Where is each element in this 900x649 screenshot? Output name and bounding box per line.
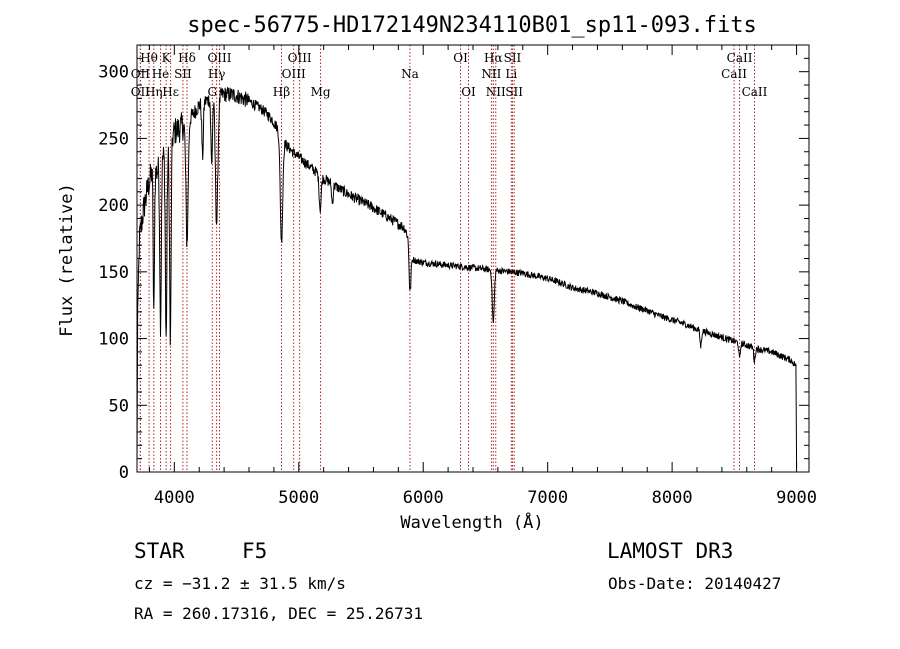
spectral-line-markers xyxy=(139,45,755,472)
line-label-11: G xyxy=(207,85,217,99)
line-label-25: CaII xyxy=(727,51,753,65)
x-axis-label: Wavelength (Å) xyxy=(400,511,543,533)
plot-frame xyxy=(136,44,810,473)
y-axis-ticks: 0 50 100 150 200 250 300 xyxy=(98,57,809,483)
y-tick-label-3: 150 xyxy=(98,263,129,283)
line-label-15: Mg xyxy=(311,85,331,99)
line-label-22: SII xyxy=(504,51,522,65)
y-axis-label: Flux (relative) xyxy=(57,183,77,337)
line-label-0: Hθ xyxy=(140,51,158,65)
y-tick-label-6: 300 xyxy=(98,63,129,83)
y-tick-label-4: 200 xyxy=(98,196,129,216)
line-label-9: OIII xyxy=(207,51,231,65)
line-label-20: NII xyxy=(481,67,501,81)
line-label-16: Na xyxy=(401,67,419,81)
line-label-26: CaII xyxy=(721,67,747,81)
line-label-18: OI xyxy=(461,85,476,99)
object-subclass: F5 xyxy=(242,539,268,563)
object-class: STAR xyxy=(134,539,185,563)
survey-name: LAMOST DR3 xyxy=(607,539,734,563)
line-label-2: OII xyxy=(131,85,151,99)
line-label-3: K xyxy=(162,51,172,65)
line-label-5: Hη xyxy=(145,85,163,99)
chart-title: spec-56775-HD172149N234110B01_sp11-093.f… xyxy=(187,13,757,38)
line-label-19: Hα xyxy=(484,51,503,65)
x-tick-label-2: 6000 xyxy=(403,488,444,508)
y-tick-label-5: 250 xyxy=(98,129,129,149)
coordinates: RA = 260.17316, DEC = 25.26731 xyxy=(134,604,423,623)
x-tick-label-5: 9000 xyxy=(776,488,817,508)
redshift-velocity: cz = −31.2 ± 31.5 km/s xyxy=(134,574,346,593)
line-label-7: SII xyxy=(174,67,192,81)
line-label-21: NII xyxy=(486,85,506,99)
line-label-27: CaII xyxy=(742,85,768,99)
line-label-24: SII xyxy=(505,85,523,99)
y-tick-label-1: 50 xyxy=(109,396,129,416)
y-tick-label-0: 0 xyxy=(119,463,129,483)
line-label-12: OIII xyxy=(288,51,312,65)
line-label-17: OI xyxy=(453,51,468,65)
y-tick-label-2: 100 xyxy=(98,330,129,350)
observation-date: Obs-Date: 20140427 xyxy=(608,574,782,593)
x-tick-label-1: 5000 xyxy=(278,488,319,508)
x-tick-label-3: 7000 xyxy=(527,488,568,508)
line-label-8: Hδ xyxy=(178,51,196,65)
line-label-6: Hε xyxy=(162,85,179,99)
x-axis-ticks: 4000 5000 6000 7000 8000 9000 xyxy=(148,45,817,508)
line-label-23: Li xyxy=(505,67,517,81)
line-label-1: OII xyxy=(131,67,151,81)
spectral-line-labels: Hθ OII OII K He Hη Hε SII Hδ OIII Hγ G OIII OIII Hβ Mg N… xyxy=(131,51,768,99)
x-tick-label-0: 4000 xyxy=(154,488,195,508)
spectrum-line xyxy=(136,87,798,469)
x-tick-label-4: 8000 xyxy=(652,488,693,508)
line-label-4: He xyxy=(152,67,170,81)
line-label-13: OIII xyxy=(282,67,306,81)
line-label-14: Hβ xyxy=(273,85,290,99)
line-label-10: Hγ xyxy=(208,67,226,81)
